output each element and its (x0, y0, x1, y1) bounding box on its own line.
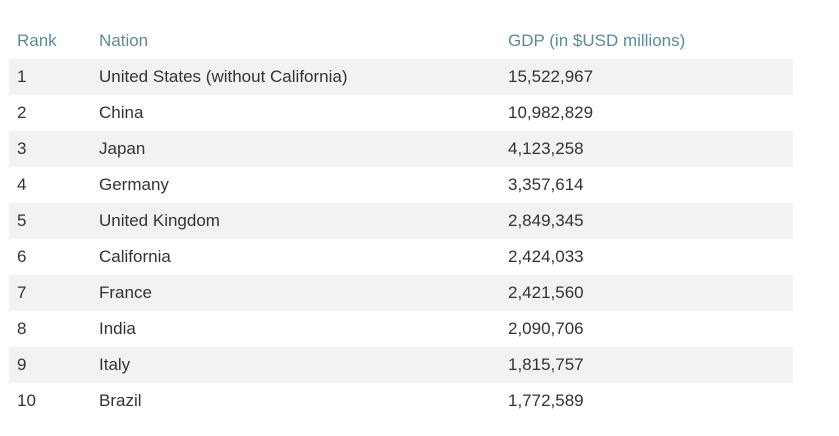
table-row: 2 China 10,982,829 (9, 95, 793, 131)
cell-rank: 5 (9, 203, 91, 239)
cell-gdp: 10,982,829 (500, 95, 793, 131)
cell-nation: Brazil (91, 383, 500, 419)
table-row: 1 United States (without California) 15,… (9, 59, 793, 95)
table-body: 1 United States (without California) 15,… (9, 59, 793, 419)
table-row: 8 India 2,090,706 (9, 311, 793, 347)
cell-rank: 8 (9, 311, 91, 347)
table-row: 9 Italy 1,815,757 (9, 347, 793, 383)
table-row: 6 California 2,424,033 (9, 239, 793, 275)
table-row: 7 France 2,421,560 (9, 275, 793, 311)
cell-rank: 6 (9, 239, 91, 275)
cell-rank: 3 (9, 131, 91, 167)
cell-nation: United States (without California) (91, 59, 500, 95)
cell-gdp: 2,849,345 (500, 203, 793, 239)
cell-nation: United Kingdom (91, 203, 500, 239)
cell-gdp: 2,421,560 (500, 275, 793, 311)
cell-gdp: 3,357,614 (500, 167, 793, 203)
cell-rank: 1 (9, 59, 91, 95)
header-row: Rank Nation GDP (in $USD millions) (9, 23, 793, 59)
header-gdp: GDP (in $USD millions) (508, 31, 686, 50)
gdp-table-container: Rank Nation GDP (in $USD millions) 1 Uni… (9, 23, 793, 419)
cell-nation: California (91, 239, 500, 275)
cell-nation: Germany (91, 167, 500, 203)
cell-nation: France (91, 275, 500, 311)
header-rank: Rank (17, 31, 57, 50)
gdp-ranking-table: Rank Nation GDP (in $USD millions) 1 Uni… (9, 23, 793, 419)
cell-nation: Italy (91, 347, 500, 383)
cell-gdp: 2,090,706 (500, 311, 793, 347)
cell-rank: 9 (9, 347, 91, 383)
table-row: 4 Germany 3,357,614 (9, 167, 793, 203)
table-row: 10 Brazil 1,772,589 (9, 383, 793, 419)
cell-rank: 10 (9, 383, 91, 419)
table-row: 5 United Kingdom 2,849,345 (9, 203, 793, 239)
cell-gdp: 1,815,757 (500, 347, 793, 383)
cell-nation: India (91, 311, 500, 347)
cell-rank: 2 (9, 95, 91, 131)
cell-rank: 4 (9, 167, 91, 203)
cell-gdp: 15,522,967 (500, 59, 793, 95)
table-header: Rank Nation GDP (in $USD millions) (9, 23, 793, 59)
cell-gdp: 4,123,258 (500, 131, 793, 167)
cell-gdp: 1,772,589 (500, 383, 793, 419)
cell-gdp: 2,424,033 (500, 239, 793, 275)
header-nation: Nation (99, 31, 149, 50)
cell-rank: 7 (9, 275, 91, 311)
cell-nation: Japan (91, 131, 500, 167)
table-row: 3 Japan 4,123,258 (9, 131, 793, 167)
cell-nation: China (91, 95, 500, 131)
